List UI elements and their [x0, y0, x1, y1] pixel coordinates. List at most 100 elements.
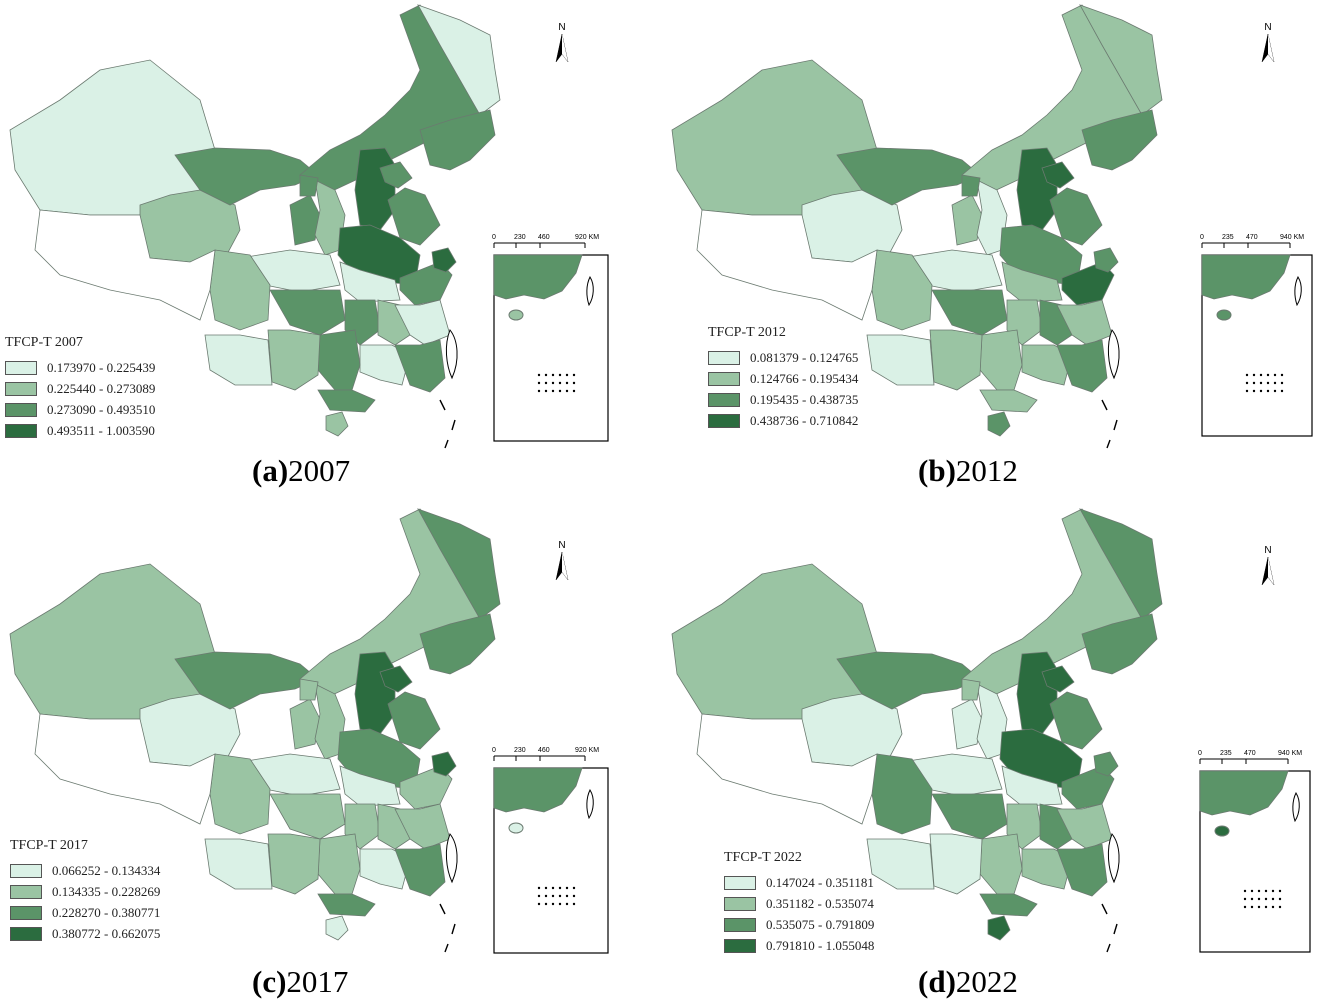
inset-islet — [537, 902, 541, 906]
scale-label: 0 — [492, 234, 496, 241]
province-region — [387, 187, 441, 246]
boundary-dash — [444, 439, 449, 449]
legend-label: 0.134335 - 0.228269 — [52, 883, 161, 899]
province-map: 0 235 470 940 KM N — [671, 4, 1313, 449]
inset-islet — [572, 886, 576, 890]
inset-taiwan — [1294, 275, 1302, 307]
scale-label: 0 — [1200, 234, 1204, 241]
province-region — [931, 793, 1008, 840]
caption-year: 2017 — [286, 964, 349, 999]
north-label: N — [558, 540, 565, 551]
north-label: N — [558, 22, 565, 33]
province-region — [987, 411, 1011, 437]
inset-islet — [544, 902, 548, 906]
province-region — [671, 563, 878, 720]
inset-islet — [1250, 889, 1254, 893]
province-region — [419, 109, 496, 171]
legend-label: 0.351182 - 0.535074 — [766, 895, 874, 911]
panel-caption: (d)2022 — [918, 964, 1018, 1000]
legend-title: TFCP-T 2007 — [5, 335, 83, 350]
legend-label: 0.273090 - 0.493510 — [47, 401, 156, 417]
legend-label: 0.195435 - 0.438735 — [750, 391, 859, 407]
inset-islet — [572, 902, 576, 906]
inset-islet — [544, 389, 548, 393]
inset-taiwan — [1292, 791, 1300, 823]
inset-islet — [1273, 373, 1277, 377]
scale-label: 0 — [492, 747, 496, 754]
legend-item: 0.351182 - 0.535074 — [724, 893, 874, 914]
inset-islet — [1252, 373, 1256, 377]
legend-item: 0.273090 - 0.493510 — [5, 399, 155, 420]
province-region — [1049, 187, 1103, 246]
inset-islet — [551, 894, 555, 898]
inset-islet — [1271, 905, 1275, 909]
province-region — [379, 161, 413, 189]
inset-islet — [1243, 905, 1247, 909]
inset-islet — [1271, 889, 1275, 893]
scale-label: 235 — [1222, 234, 1234, 241]
legend-item: 0.147024 - 0.351181 — [724, 872, 874, 893]
no-data-region — [34, 209, 216, 321]
province-region — [359, 344, 411, 386]
inset-island — [1216, 309, 1232, 321]
legend-swatch — [724, 917, 756, 932]
inset-islet — [1243, 897, 1247, 901]
inset-islet — [558, 373, 562, 377]
boundary-dash — [1106, 943, 1111, 953]
inset-islet — [1264, 905, 1268, 909]
north-label: N — [1264, 545, 1271, 556]
province-region — [1056, 843, 1108, 897]
inset-islet — [1243, 889, 1247, 893]
map-panel-a: 0 230 460 920 KM N TFCP-T 2007 0.173970 - 0.22… — [0, 0, 660, 504]
province-region — [1056, 339, 1108, 393]
no-data-region — [696, 209, 878, 321]
province-region — [289, 194, 321, 246]
inset-islet — [572, 373, 576, 377]
province-region — [9, 563, 216, 720]
legend-label: 0.124766 - 0.195434 — [750, 370, 859, 386]
legend-swatch — [10, 884, 42, 899]
province-region — [1079, 4, 1163, 116]
province-region — [979, 329, 1023, 391]
map-panel-c: 0 230 460 920 KM N TFCP-T 2017 0.066252 - 0.13… — [0, 504, 660, 1008]
inset-islet — [558, 381, 562, 385]
province-region — [976, 179, 1008, 256]
caption-tag: (b) — [918, 453, 956, 488]
map-panel-b: 0 235 470 940 KM N TFCP-T 2012 0.081379 - 0.12… — [662, 0, 1322, 504]
province-region — [354, 147, 396, 231]
province-region — [1093, 247, 1119, 273]
legend-label: 0.081379 - 0.124765 — [750, 349, 859, 365]
inset-island — [1214, 825, 1230, 837]
province-region — [204, 838, 273, 890]
province-region — [951, 194, 983, 246]
north-arrow-half-icon — [562, 34, 568, 62]
province-region — [931, 289, 1008, 336]
inset-islet — [558, 389, 562, 393]
inset-islet — [537, 389, 541, 393]
no-data-region — [34, 713, 216, 825]
legend-swatch — [10, 926, 42, 941]
province-region — [979, 389, 1038, 413]
province-region — [394, 339, 446, 393]
province-region — [929, 833, 983, 895]
inset-islet — [544, 373, 548, 377]
inset-islet — [1252, 381, 1256, 385]
inset-mainland — [493, 254, 583, 300]
boundary-dash — [1113, 419, 1118, 431]
province-region — [1079, 508, 1163, 620]
caption-year: 2012 — [955, 453, 1018, 488]
province-region — [987, 915, 1011, 941]
panel-caption: (a)2007 — [252, 453, 350, 489]
province-region — [1049, 691, 1103, 750]
province-region — [354, 651, 396, 735]
legend-label: 0.228270 - 0.380771 — [52, 904, 161, 920]
legend-swatch — [5, 423, 37, 438]
north-arrow-half-icon — [562, 552, 568, 580]
legend-title: TFCP-T 2017 — [10, 838, 88, 853]
scale-label: 940 KM — [1280, 234, 1304, 241]
inset-island — [508, 822, 524, 834]
scale-label: 470 — [1244, 750, 1256, 757]
legend-swatch — [724, 938, 756, 953]
inset-islet — [1259, 381, 1263, 385]
province-region — [671, 59, 878, 216]
